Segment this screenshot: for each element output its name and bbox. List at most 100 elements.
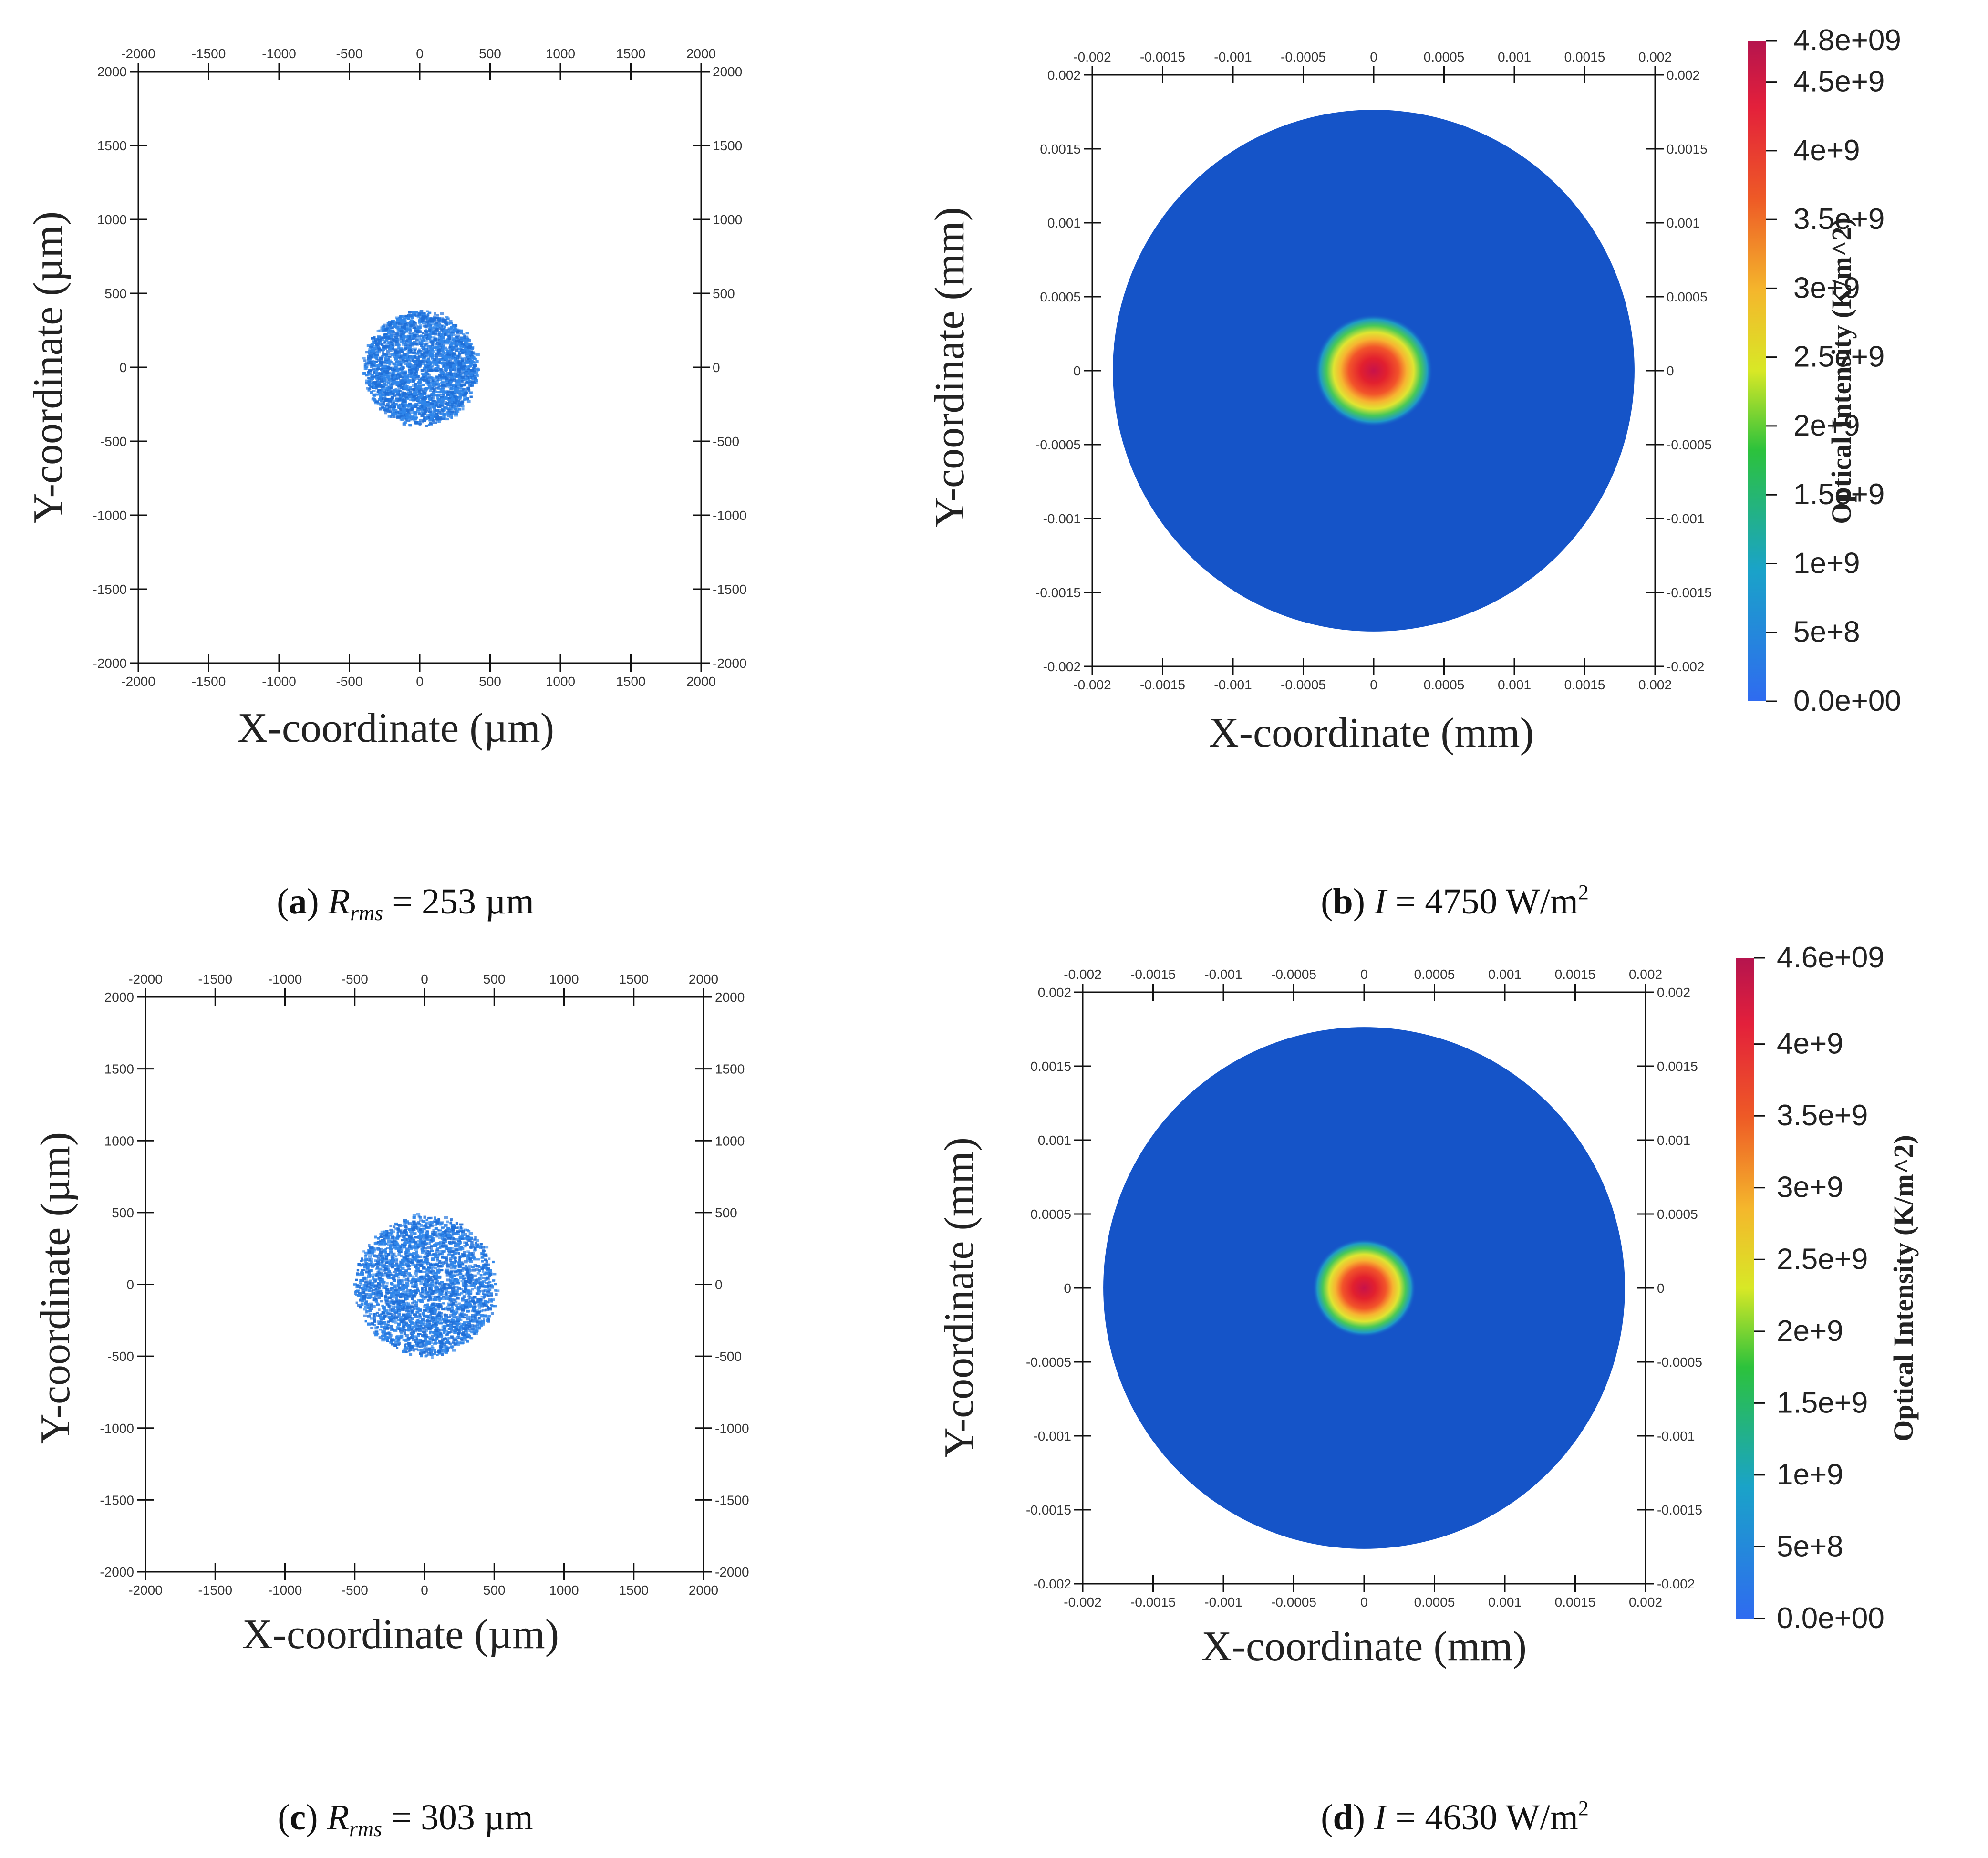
data-point xyxy=(378,348,382,352)
data-point xyxy=(394,336,398,339)
data-point xyxy=(446,411,449,414)
data-point xyxy=(449,1222,453,1225)
data-point xyxy=(402,1235,406,1239)
data-point xyxy=(379,372,383,375)
data-point xyxy=(402,359,405,362)
data-point xyxy=(480,1323,483,1327)
data-point xyxy=(469,358,472,361)
data-point xyxy=(377,335,381,338)
data-point xyxy=(422,379,426,382)
data-point xyxy=(402,317,406,321)
data-point xyxy=(406,1234,411,1237)
data-point xyxy=(391,362,394,365)
data-point xyxy=(495,1289,500,1292)
data-point xyxy=(399,411,402,414)
data-point xyxy=(437,1318,442,1320)
data-point xyxy=(436,1222,439,1225)
data-point xyxy=(430,1263,435,1266)
data-point xyxy=(476,368,480,371)
data-point xyxy=(416,315,420,319)
data-point xyxy=(406,345,410,349)
data-point xyxy=(420,394,424,397)
data-point xyxy=(425,1283,428,1286)
data-point xyxy=(354,1290,357,1293)
data-point xyxy=(402,335,405,337)
data-point xyxy=(432,1270,435,1273)
data-point xyxy=(433,393,436,395)
data-point xyxy=(441,380,445,384)
data-point xyxy=(418,348,421,351)
data-point xyxy=(401,407,405,411)
data-point xyxy=(427,1275,430,1277)
data-point xyxy=(456,373,460,375)
data-point xyxy=(395,1257,399,1261)
caption-letter: a xyxy=(289,882,307,922)
data-point xyxy=(454,379,458,383)
data-point xyxy=(397,1291,400,1294)
data-point xyxy=(396,1347,399,1349)
data-point xyxy=(467,1275,471,1278)
data-point xyxy=(424,1280,427,1283)
data-point xyxy=(445,1333,449,1336)
data-point xyxy=(441,376,445,379)
data-point xyxy=(383,345,387,349)
data-point xyxy=(444,332,447,336)
data-point xyxy=(451,356,454,359)
data-point xyxy=(375,341,380,344)
data-point xyxy=(475,1320,479,1323)
data-point xyxy=(421,398,425,401)
data-point xyxy=(443,356,447,360)
y-tick-label-right: 0 xyxy=(713,360,720,375)
data-point xyxy=(429,1240,434,1243)
data-point xyxy=(421,1250,425,1253)
data-point xyxy=(473,1302,476,1305)
data-point xyxy=(479,1298,482,1300)
data-point xyxy=(403,325,406,328)
data-point xyxy=(399,1335,404,1339)
data-point xyxy=(458,403,461,406)
data-point xyxy=(448,1251,453,1253)
data-point xyxy=(407,1280,411,1282)
data-point xyxy=(447,1302,450,1306)
data-point xyxy=(428,326,432,329)
caption-superscript: 2 xyxy=(1578,881,1589,904)
data-point xyxy=(410,411,414,414)
data-point xyxy=(417,1260,421,1262)
data-point xyxy=(422,1271,426,1273)
data-point xyxy=(415,389,418,392)
data-point xyxy=(393,1264,398,1267)
data-point xyxy=(457,365,461,368)
data-point xyxy=(450,363,453,365)
data-point xyxy=(448,360,452,363)
data-point xyxy=(454,324,458,328)
data-point xyxy=(453,326,456,330)
data-point xyxy=(468,1329,471,1332)
data-point xyxy=(464,1286,466,1288)
data-point xyxy=(377,376,381,379)
colorbar-tick-label: 4.5e+9 xyxy=(1793,65,1884,98)
data-point xyxy=(428,378,432,381)
data-point xyxy=(402,1275,406,1278)
data-point xyxy=(406,1289,411,1292)
data-point xyxy=(447,1254,452,1256)
data-point xyxy=(407,323,411,325)
data-point xyxy=(413,1233,416,1235)
data-point xyxy=(440,359,444,362)
data-point xyxy=(444,1297,447,1299)
data-point xyxy=(372,368,375,371)
data-point xyxy=(389,410,393,413)
data-point xyxy=(413,321,416,324)
data-point xyxy=(418,325,421,329)
data-point xyxy=(372,382,376,385)
data-point xyxy=(365,351,369,354)
data-point xyxy=(371,356,374,359)
data-point xyxy=(440,362,444,364)
data-point xyxy=(389,381,393,384)
data-point xyxy=(459,1246,463,1248)
colorbar: 0.0e+005e+81e+91.5e+92e+92.5e+93e+93.5e+… xyxy=(1748,24,1901,717)
data-point xyxy=(482,1292,485,1295)
data-point xyxy=(427,325,431,327)
data-point xyxy=(429,389,433,392)
data-point xyxy=(380,363,383,366)
data-point xyxy=(396,1242,399,1246)
